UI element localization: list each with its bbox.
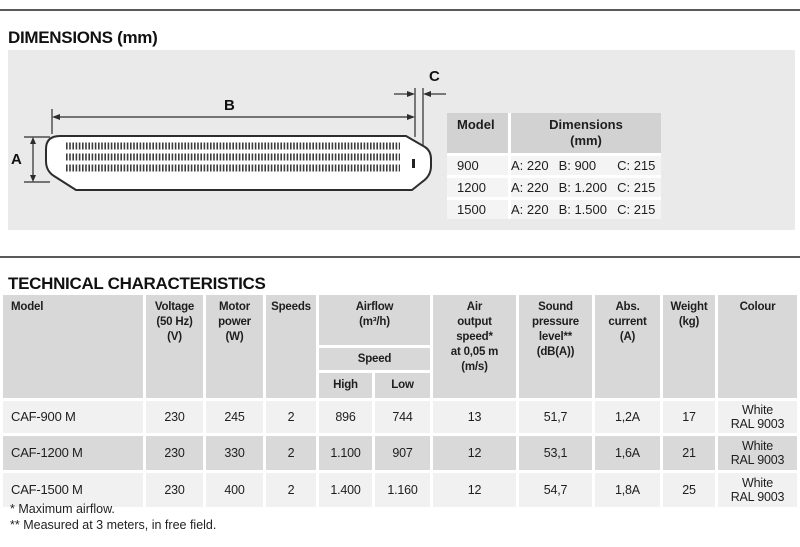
tech-cell-motor-power: 330 (206, 436, 263, 470)
tech-header-colour: Colour (718, 295, 797, 398)
tech-cell-motor-power: 400 (206, 473, 263, 507)
tech-cell-abs-current: 1,6A (595, 436, 660, 470)
tech-header-high: High (319, 373, 372, 398)
tech-header-weight: Weight (kg) (663, 295, 715, 398)
tech-cell-colour: White RAL 9003 (718, 436, 797, 470)
dim-c-value: C: 215 (617, 179, 656, 195)
dim-table-header-model: Model (447, 113, 508, 153)
dim-row-values: A: 220 B: 1.500 C: 215 (511, 199, 661, 219)
dim-row-model: 900 (447, 155, 508, 175)
tech-cell-abs-current: 1,2A (595, 401, 660, 433)
arrow-a-down (30, 175, 36, 182)
arrow-b-right (407, 114, 415, 120)
footnote-sound-measurement: ** Measured at 3 meters, in free field. (10, 518, 217, 532)
arrow-c-left (407, 91, 415, 97)
tech-cell-colour: White RAL 9003 (718, 401, 797, 433)
dimensions-table: Model Dimensions (mm) 900 A: 220 B: 900 … (447, 113, 661, 219)
arrow-c-right (423, 91, 431, 97)
tech-cell-speeds: 2 (266, 401, 316, 433)
tech-cell-model: CAF-900 M (3, 401, 143, 433)
tech-cell-model: CAF-1200 M (3, 436, 143, 470)
dimension-b-label: B (224, 97, 235, 114)
tech-cell-airflow-low: 1.160 (375, 473, 430, 507)
dim-row-values: A: 220 B: 900 C: 215 (511, 155, 661, 175)
tech-cell-model: CAF-1500 M (3, 473, 143, 507)
tech-cell-airflow-high: 896 (319, 401, 372, 433)
middle-divider (0, 256, 800, 258)
dimensions-section-title: DIMENSIONS (mm) (8, 28, 158, 48)
dim-a-value: A: 220 (511, 179, 549, 195)
dim-b-value: B: 900 (558, 157, 597, 173)
tech-cell-air-output-speed: 12 (433, 473, 516, 507)
tech-cell-sound-pressure: 54,7 (519, 473, 592, 507)
technical-characteristics-table: Model Voltage (50 Hz) (V) Motor power (W… (3, 295, 797, 507)
tech-cell-sound-pressure: 51,7 (519, 401, 592, 433)
dim-row-values: A: 220 B: 1.200 C: 215 (511, 177, 661, 197)
tech-cell-abs-current: 1,8A (595, 473, 660, 507)
tech-cell-speeds: 2 (266, 436, 316, 470)
dimension-b (51, 109, 413, 134)
tech-header-model: Model (3, 295, 143, 398)
tech-header-abs-current: Abs. current (A) (595, 295, 660, 398)
tech-cell-air-output-speed: 13 (433, 401, 516, 433)
power-indicator-mark (412, 159, 415, 168)
tech-cell-weight: 25 (663, 473, 715, 507)
tech-cell-voltage: 230 (146, 436, 203, 470)
technical-section-title: TECHNICAL CHARACTERISTICS (8, 274, 266, 294)
tech-cell-colour: White RAL 9003 (718, 473, 797, 507)
tech-cell-air-output-speed: 12 (433, 436, 516, 470)
dimension-a-label: A (11, 151, 22, 168)
tech-header-voltage: Voltage (50 Hz) (V) (146, 295, 203, 398)
tech-header-air-output: Air output speed* at 0,05 m (m/s) (433, 295, 516, 398)
arrow-b-left (52, 114, 60, 120)
product-dimension-drawing: A B C (11, 68, 446, 191)
tech-cell-voltage: 230 (146, 473, 203, 507)
tech-cell-airflow-high: 1.100 (319, 436, 372, 470)
dim-c-value: C: 215 (617, 157, 656, 173)
tech-header-airflow: Airflow (m³/h) (319, 295, 430, 345)
dim-b-value: B: 1.200 (558, 179, 607, 195)
tech-cell-airflow-high: 1.400 (319, 473, 372, 507)
tech-header-motor-power: Motor power (W) (206, 295, 263, 398)
dim-row-model: 1200 (447, 177, 508, 197)
footnote-max-airflow: * Maximum airflow. (10, 502, 115, 516)
top-divider (0, 9, 800, 11)
tech-header-sound-pressure: Sound pressure level** (dB(A)) (519, 295, 592, 398)
arrow-a-up (30, 137, 36, 144)
dim-c-value: C: 215 (617, 201, 656, 217)
tech-cell-voltage: 230 (146, 401, 203, 433)
dim-row-model: 1500 (447, 199, 508, 219)
tech-header-speed: Speed (319, 348, 430, 370)
tech-cell-sound-pressure: 53,1 (519, 436, 592, 470)
dim-a-value: A: 220 (511, 201, 549, 217)
dim-a-value: A: 220 (511, 157, 549, 173)
tech-cell-airflow-low: 744 (375, 401, 430, 433)
tech-cell-speeds: 2 (266, 473, 316, 507)
tech-cell-weight: 21 (663, 436, 715, 470)
dimension-c (394, 88, 446, 145)
tech-header-speeds: Speeds (266, 295, 316, 398)
product-body-outline (45, 135, 432, 191)
tech-cell-motor-power: 245 (206, 401, 263, 433)
dim-table-header-dimensions: Dimensions (mm) (511, 113, 661, 153)
tech-cell-weight: 17 (663, 401, 715, 433)
dimension-c-label: C (429, 68, 440, 85)
dimensions-panel: A B C Model Dimensions (mm) 900 A: 220 B… (8, 50, 795, 230)
tech-cell-airflow-low: 907 (375, 436, 430, 470)
dimension-a (24, 136, 50, 183)
tech-header-low: Low (375, 373, 430, 398)
dim-b-value: B: 1.500 (558, 201, 607, 217)
